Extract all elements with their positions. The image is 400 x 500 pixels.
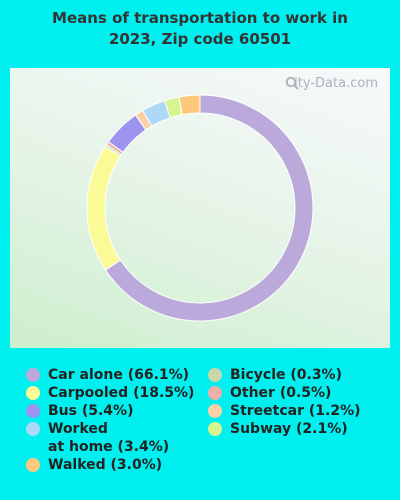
legend-column-right: Bicycle (0.3%) Other (0.5%) Streetcar (1.2… <box>208 366 361 438</box>
magnifier-icon <box>286 76 299 90</box>
legend-item-other: Other (0.5%) <box>208 384 361 402</box>
watermark-text: City-Data.com <box>285 76 378 91</box>
plot-area: City-Data.com <box>10 68 390 348</box>
legend-label: Bicycle (0.3%) <box>230 367 342 383</box>
legend-item-walked: Walked (3.0%) <box>26 456 194 474</box>
legend-swatch <box>208 404 222 418</box>
donut-chart <box>86 94 314 322</box>
legend-label: Subway (2.1%) <box>230 421 348 437</box>
watermark: City-Data.com <box>285 76 378 91</box>
chart-title-line2: 2023, Zip code 60501 <box>108 30 292 48</box>
legend-item-car-alone: Car alone (66.1%) <box>26 366 194 384</box>
legend-item-carpooled: Carpooled (18.5%) <box>26 384 194 402</box>
legend-swatch <box>26 422 40 436</box>
legend-swatch <box>26 386 40 400</box>
legend-label: Bus (5.4%) <box>48 403 134 419</box>
legend-label: Other (0.5%) <box>230 385 332 401</box>
legend-swatch <box>208 368 222 382</box>
legend-item-bicycle: Bicycle (0.3%) <box>208 366 361 384</box>
donut-slice-walked <box>178 94 201 116</box>
legend-item-subway: Subway (2.1%) <box>208 420 361 438</box>
legend-item-bus: Bus (5.4%) <box>26 402 194 420</box>
chart-title: Means of transportation to work in 2023,… <box>0 8 400 50</box>
legend-item-streetcar: Streetcar (1.2%) <box>208 402 361 420</box>
legend-swatch <box>208 386 222 400</box>
legend-label: Worked at home (3.4%) <box>48 421 170 455</box>
legend-swatch <box>26 404 40 418</box>
legend-swatch <box>26 368 40 382</box>
legend-column-left: Car alone (66.1%) Carpooled (18.5%) Bus (5… <box>26 366 194 474</box>
legend-swatch <box>26 458 40 472</box>
legend-swatch <box>208 422 222 436</box>
legend-label: Car alone (66.1%) <box>48 367 190 383</box>
legend-label: Carpooled (18.5%) <box>48 385 195 401</box>
donut-slice-carpooled <box>86 145 122 271</box>
legend: Car alone (66.1%) Carpooled (18.5%) Bus (5… <box>26 366 396 486</box>
legend-label: Streetcar (1.2%) <box>230 403 361 419</box>
chart-title-line1: Means of transportation to work in <box>52 9 348 27</box>
legend-label: Walked (3.0%) <box>48 457 163 473</box>
legend-item-worked-at-home: Worked at home (3.4%) <box>26 420 194 456</box>
